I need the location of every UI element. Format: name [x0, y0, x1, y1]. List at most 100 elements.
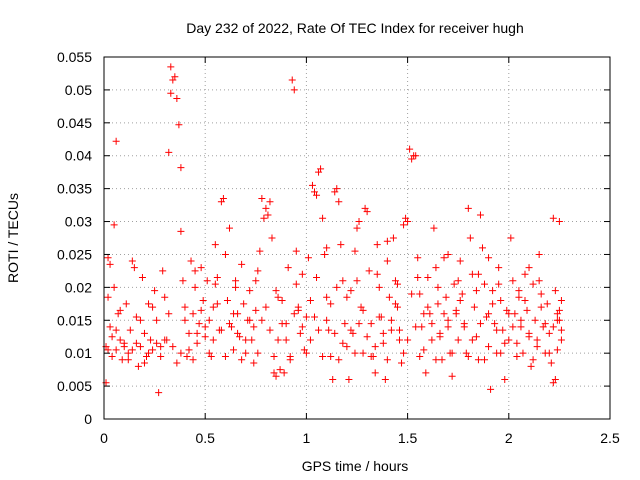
data-point	[157, 352, 165, 360]
data-point	[450, 280, 458, 288]
data-point	[367, 352, 375, 360]
data-point	[225, 224, 233, 232]
data-point	[221, 352, 229, 360]
data-point	[118, 356, 126, 364]
data-point	[157, 343, 165, 351]
data-point	[205, 349, 213, 357]
data-point	[108, 352, 116, 360]
data-point	[171, 73, 179, 81]
data-point	[501, 339, 509, 347]
data-point	[497, 297, 505, 305]
data-point	[444, 316, 452, 324]
data-point	[219, 195, 227, 203]
data-point	[106, 260, 114, 268]
x-tick-label: 1.5	[398, 430, 418, 446]
data-point	[414, 254, 422, 262]
axis-ticks	[103, 56, 611, 420]
data-point	[290, 310, 298, 318]
data-point	[177, 227, 185, 235]
data-point	[474, 356, 482, 364]
data-point	[422, 369, 430, 377]
data-point	[197, 306, 205, 314]
data-point	[478, 244, 486, 252]
data-point	[375, 283, 383, 291]
data-point	[276, 366, 284, 374]
data-point	[238, 356, 246, 364]
data-point	[288, 76, 296, 84]
data-point	[153, 339, 161, 347]
data-point	[365, 267, 373, 275]
data-points	[102, 63, 565, 397]
data-point	[428, 320, 436, 328]
data-point	[262, 204, 270, 212]
data-point	[136, 316, 144, 324]
data-point	[140, 359, 148, 367]
x-tick-label: 1	[303, 430, 311, 446]
data-point	[513, 352, 521, 360]
data-point	[191, 283, 199, 291]
data-point	[347, 287, 355, 295]
data-point	[319, 214, 327, 222]
data-point	[270, 352, 278, 360]
data-point	[169, 343, 177, 351]
data-point	[110, 283, 118, 291]
data-point	[274, 336, 282, 344]
data-point	[476, 211, 484, 219]
data-point	[533, 336, 541, 344]
data-point	[195, 320, 203, 328]
data-point	[355, 218, 363, 226]
data-point	[442, 293, 450, 301]
data-point	[191, 267, 199, 275]
data-point	[242, 336, 250, 344]
data-point	[468, 270, 476, 278]
data-point	[132, 313, 140, 321]
data-point	[153, 316, 161, 324]
chart-title: Day 232 of 2022, Rate Of TEC Index for r…	[186, 20, 523, 36]
data-point	[464, 204, 472, 212]
data-point	[400, 221, 408, 229]
data-point	[272, 287, 280, 295]
data-point	[128, 257, 136, 265]
data-point	[282, 320, 290, 328]
data-point	[547, 359, 555, 367]
data-point	[553, 346, 561, 354]
data-point	[221, 250, 229, 258]
data-point	[254, 267, 262, 275]
data-point	[499, 326, 507, 334]
data-point	[306, 336, 314, 344]
data-point	[116, 336, 124, 344]
data-point	[525, 264, 533, 272]
data-point	[327, 300, 335, 308]
data-point	[485, 343, 493, 351]
data-point	[183, 352, 191, 360]
data-point	[280, 369, 288, 377]
data-point	[278, 297, 286, 305]
data-point	[466, 234, 474, 242]
data-point	[159, 267, 167, 275]
data-point	[323, 244, 331, 252]
data-point	[549, 323, 557, 331]
data-point	[472, 287, 480, 295]
x-axis-label: GPS time / hours	[302, 458, 409, 474]
data-point	[130, 264, 138, 272]
data-point	[197, 264, 205, 272]
data-point	[232, 283, 240, 291]
data-point	[454, 336, 462, 344]
data-point	[217, 326, 225, 334]
data-point	[396, 336, 404, 344]
data-point	[149, 346, 157, 354]
y-tick-label: 0	[84, 411, 92, 427]
data-point	[347, 326, 355, 334]
data-point	[246, 287, 254, 295]
data-point	[489, 287, 497, 295]
data-point	[250, 359, 258, 367]
data-point	[193, 339, 201, 347]
data-point	[104, 254, 112, 262]
data-point	[535, 277, 543, 285]
data-point	[317, 165, 325, 173]
data-point	[533, 343, 541, 351]
data-point	[440, 254, 448, 262]
data-point	[353, 277, 361, 285]
data-point	[531, 316, 539, 324]
data-point	[432, 356, 440, 364]
